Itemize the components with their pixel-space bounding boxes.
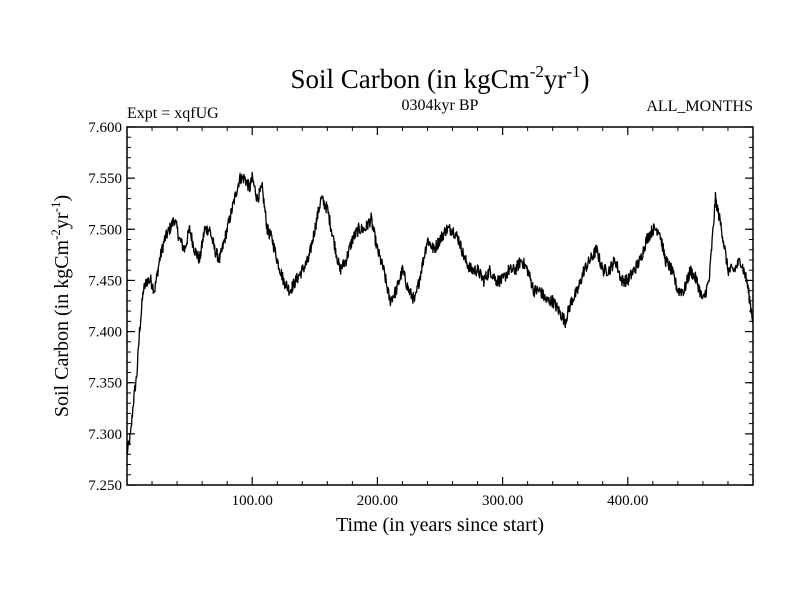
y-axis-ticks: 7.250 7.300 7.350 7.400 7.450 7.500 7.550 7.600 xyxy=(88,120,753,494)
chart-title-base: Soil Carbon (in kgCm xyxy=(290,64,529,94)
chart-title-sup2: -1 xyxy=(566,62,580,81)
y-axis-label-sup2: -1 xyxy=(48,202,63,213)
experiment-label: Expt = xqfUG xyxy=(127,105,219,122)
y-tick-label: 7.250 xyxy=(88,478,122,494)
chart-title-end: ) xyxy=(581,64,590,94)
chart-title-sup1: -2 xyxy=(530,62,544,81)
y-axis-label-mid: yr xyxy=(51,212,73,229)
y-axis-label-end: ) xyxy=(51,195,73,202)
y-tick-label: 7.550 xyxy=(88,171,122,187)
x-tick-label: 200.00 xyxy=(357,493,398,509)
x-tick-label: 400.00 xyxy=(607,493,648,509)
y-tick-label: 7.500 xyxy=(88,222,122,238)
chart-title-mid: yr xyxy=(544,64,567,94)
y-axis-label-sup1: -2 xyxy=(48,229,63,240)
x-axis-ticks: 100.00 200.00 300.00 400.00 xyxy=(151,127,729,509)
series-group xyxy=(126,171,754,456)
period-label: 0304kyr BP xyxy=(402,97,479,114)
y-tick-label: 7.350 xyxy=(88,376,122,392)
y-tick-label: 7.450 xyxy=(88,273,122,289)
y-tick-label: 7.400 xyxy=(88,325,122,341)
y-tick-label: 7.600 xyxy=(88,120,122,136)
months-label: ALL_MONTHS xyxy=(646,98,753,115)
x-tick-label: 100.00 xyxy=(232,493,273,509)
plot-area-frame xyxy=(126,126,754,486)
y-axis-label: Soil Carbon (in kgCm-2yr-1) xyxy=(48,195,73,417)
chart-title: Soil Carbon (in kgCm-2yr-1) xyxy=(290,62,589,94)
y-axis-label-base: Soil Carbon (in kgCm xyxy=(51,239,73,417)
x-axis-label: Time (in years since start) xyxy=(336,514,544,536)
x-tick-label: 300.00 xyxy=(482,493,523,509)
y-tick-label: 7.300 xyxy=(88,427,122,443)
series-line-soil-carbon xyxy=(126,171,754,456)
